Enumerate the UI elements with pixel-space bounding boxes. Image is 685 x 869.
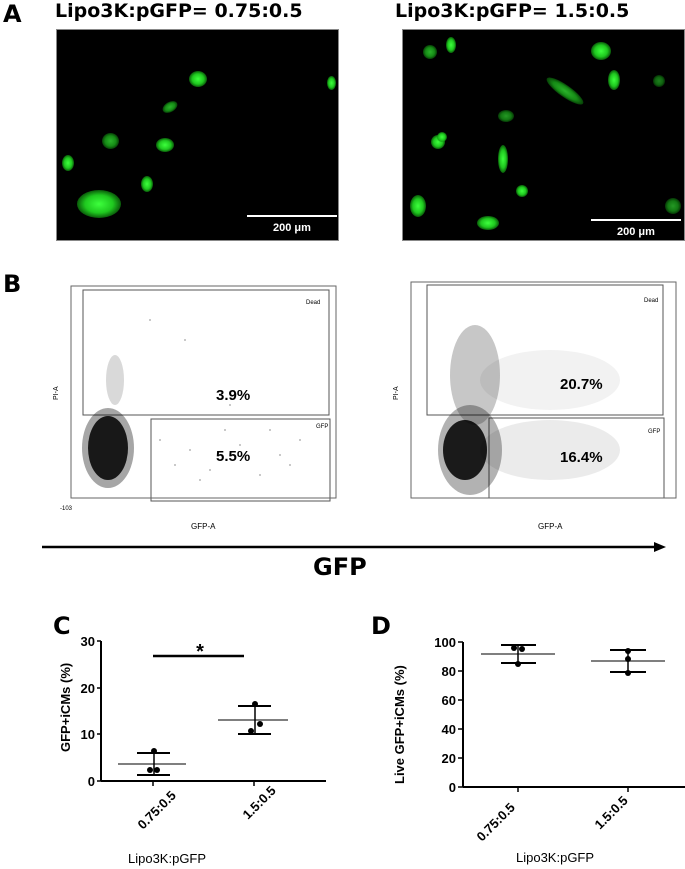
svg-text:40: 40 [442, 722, 456, 737]
svg-text:Lipo3K:pGFP: Lipo3K:pGFP [128, 851, 206, 866]
fluorescence-image-2: 200 μm [402, 29, 685, 241]
x-axis-label-1: GFP-A [191, 522, 216, 531]
y-axis-label: PI-A [53, 386, 60, 400]
dead-gate-label: Dead [644, 298, 658, 304]
svg-text:Live GFP+iCMs (%): Live GFP+iCMs (%) [392, 665, 407, 784]
scale-bar [591, 219, 681, 221]
svg-text:1.5:0.5: 1.5:0.5 [592, 793, 631, 832]
dead-gate-label: Dead [306, 300, 320, 306]
chart-c: GFP+iCMs (%) 30 20 10 0 * 0.75:0.5 1.5:0… [58, 634, 326, 866]
scale-bar-label: 200 μm [273, 222, 311, 234]
svg-text:20: 20 [81, 681, 95, 696]
panel-a-letter: A [3, 0, 22, 28]
svg-text:10: 10 [81, 727, 95, 742]
svg-text:0: 0 [88, 774, 95, 789]
svg-text:0.75:0.5: 0.75:0.5 [474, 800, 518, 844]
panel-b-letter: B [3, 270, 22, 298]
gfp-axis-label: GFP [313, 553, 367, 581]
svg-text:0: 0 [449, 780, 456, 795]
svg-text:30: 30 [81, 634, 95, 649]
flow-plot-1: 3.9% 5.5% Dead GFP PI-A GFP-A -103 [53, 285, 337, 510]
svg-text:1.5:0.5: 1.5:0.5 [240, 783, 279, 822]
y-axis-label: PI-A [393, 386, 400, 400]
svg-text:80: 80 [442, 664, 456, 679]
svg-text:100: 100 [434, 635, 456, 650]
dead-gate-percent: 20.7% [560, 376, 603, 393]
flow-plot-2: 20.7% 16.4% Dead GFP PI-A [393, 281, 677, 499]
gfp-gate-percent: 5.5% [216, 448, 250, 465]
gfp-gate-label: GFP [316, 424, 328, 430]
svg-text:GFP+iCMs (%): GFP+iCMs (%) [58, 663, 73, 752]
svg-text:20: 20 [442, 751, 456, 766]
image-2-title: Lipo3K:pGFP= 1.5:0.5 [395, 0, 630, 22]
dead-gate-percent: 3.9% [216, 387, 250, 404]
gfp-gate-percent: 16.4% [560, 449, 603, 466]
scale-bar [247, 215, 337, 217]
fluorescence-image-1: 200 μm [56, 29, 339, 241]
svg-text:60: 60 [442, 693, 456, 708]
svg-text:0.75:0.5: 0.75:0.5 [135, 788, 179, 832]
significance-asterisk: * [196, 641, 204, 663]
x-axis-label-2: GFP-A [538, 522, 563, 531]
gfp-axis-arrow [42, 542, 666, 552]
chart-d: Live GFP+iCMs (%) 100 80 60 40 20 0 0.75… [392, 635, 685, 865]
scale-bar-label: 200 μm [617, 226, 655, 238]
gfp-gate-label: GFP [648, 429, 660, 435]
panel-c-letter: C [53, 612, 71, 640]
panel-d-letter: D [371, 612, 391, 640]
svg-text:-103: -103 [60, 506, 73, 510]
image-1-title: Lipo3K:pGFP= 0.75:0.5 [55, 0, 303, 22]
svg-text:Lipo3K:pGFP: Lipo3K:pGFP [516, 850, 594, 865]
